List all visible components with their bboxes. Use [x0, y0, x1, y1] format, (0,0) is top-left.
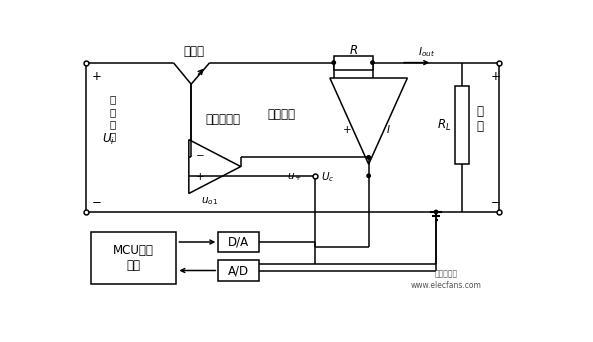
Text: $u_+$: $u_+$ — [288, 171, 302, 183]
Bar — [334, 56, 372, 69]
Bar — [455, 86, 468, 164]
Text: A/D: A/D — [228, 264, 249, 277]
Circle shape — [434, 210, 438, 214]
Text: 误差放大器: 误差放大器 — [205, 113, 240, 126]
Text: +: + — [196, 172, 205, 182]
Text: $I_{out}$: $I_{out}$ — [418, 45, 435, 59]
Circle shape — [371, 61, 374, 64]
Text: MCU控制
系统: MCU控制 系统 — [113, 244, 154, 272]
Text: 输
入
电
压: 输 入 电 压 — [110, 94, 116, 142]
Text: −: − — [196, 151, 205, 161]
Text: −: − — [490, 196, 500, 209]
Text: +: + — [490, 70, 500, 83]
Text: $U_c$: $U_c$ — [321, 170, 335, 184]
Text: $R_L$: $R_L$ — [438, 117, 452, 132]
Bar — [91, 232, 177, 284]
Circle shape — [367, 156, 371, 159]
Circle shape — [332, 61, 336, 64]
Text: −: − — [92, 196, 102, 209]
Text: 调整管: 调整管 — [184, 45, 205, 58]
Text: 电流检测: 电流检测 — [268, 108, 296, 121]
Text: $U_i$: $U_i$ — [102, 132, 115, 147]
Bar — [218, 261, 259, 280]
Text: 负
载: 负 载 — [477, 105, 484, 133]
Text: $R$: $R$ — [349, 44, 358, 57]
Circle shape — [367, 174, 371, 177]
Text: 电子发烧友
www.elecfans.com: 电子发烧友 www.elecfans.com — [411, 269, 482, 290]
Text: $u_{o1}$: $u_{o1}$ — [201, 195, 218, 207]
Text: I: I — [387, 124, 390, 135]
Text: +: + — [343, 124, 351, 135]
Text: +: + — [92, 70, 102, 83]
Text: D/A: D/A — [228, 236, 249, 249]
Bar — [218, 232, 259, 252]
